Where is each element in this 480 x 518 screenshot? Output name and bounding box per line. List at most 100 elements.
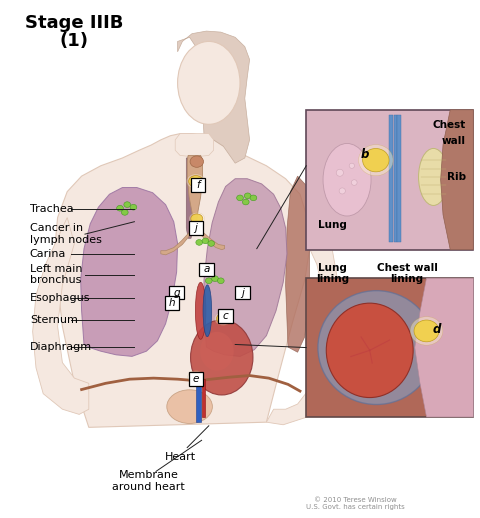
Polygon shape: [81, 188, 178, 356]
Ellipse shape: [191, 214, 203, 223]
Polygon shape: [175, 134, 214, 156]
Ellipse shape: [130, 205, 137, 210]
Polygon shape: [202, 379, 205, 417]
Text: Diaphragm: Diaphragm: [30, 342, 92, 352]
Text: g: g: [173, 287, 180, 298]
Text: e: e: [192, 374, 199, 384]
Polygon shape: [161, 225, 196, 255]
Text: Heart: Heart: [165, 452, 195, 462]
Polygon shape: [415, 278, 473, 417]
Ellipse shape: [244, 193, 251, 199]
Ellipse shape: [419, 149, 448, 206]
Text: Chest wall
lining: Chest wall lining: [377, 263, 437, 284]
Text: Rib: Rib: [447, 172, 466, 182]
Ellipse shape: [349, 163, 354, 168]
Ellipse shape: [190, 156, 204, 167]
Text: h: h: [168, 298, 175, 308]
Ellipse shape: [326, 303, 413, 397]
Ellipse shape: [318, 291, 435, 405]
Ellipse shape: [196, 239, 203, 246]
Ellipse shape: [200, 332, 234, 371]
Polygon shape: [187, 155, 203, 228]
Ellipse shape: [359, 145, 393, 176]
Polygon shape: [55, 134, 310, 427]
Bar: [189, 372, 203, 386]
Text: Lung
lining: Lung lining: [316, 263, 349, 284]
Text: wall: wall: [442, 136, 466, 146]
Ellipse shape: [217, 278, 224, 284]
Ellipse shape: [190, 372, 202, 382]
Ellipse shape: [189, 212, 204, 225]
Bar: [189, 221, 203, 235]
Ellipse shape: [191, 226, 201, 235]
Ellipse shape: [178, 41, 240, 124]
Ellipse shape: [200, 264, 213, 275]
Ellipse shape: [195, 282, 206, 339]
Text: b: b: [360, 148, 369, 161]
Bar: [306, 110, 473, 250]
Bar: [397, 115, 401, 242]
Polygon shape: [266, 243, 341, 425]
Bar: [218, 309, 233, 323]
Polygon shape: [196, 379, 201, 422]
Text: Esophagus: Esophagus: [30, 293, 90, 303]
Bar: [394, 115, 397, 242]
Ellipse shape: [189, 176, 203, 187]
Text: j: j: [194, 223, 197, 233]
Ellipse shape: [208, 240, 215, 247]
Ellipse shape: [212, 276, 218, 282]
Ellipse shape: [216, 313, 230, 324]
Polygon shape: [286, 176, 310, 352]
Polygon shape: [33, 218, 89, 414]
Ellipse shape: [201, 265, 212, 274]
Polygon shape: [178, 31, 250, 163]
Ellipse shape: [339, 188, 346, 194]
Text: Carina: Carina: [30, 249, 66, 259]
Ellipse shape: [237, 195, 243, 201]
Text: (1): (1): [60, 33, 89, 50]
Polygon shape: [196, 225, 225, 250]
Text: c: c: [223, 311, 228, 321]
Text: Lung: Lung: [318, 220, 347, 229]
Ellipse shape: [242, 199, 249, 205]
Bar: [199, 263, 214, 276]
Ellipse shape: [410, 316, 443, 345]
Ellipse shape: [189, 225, 203, 236]
Ellipse shape: [414, 320, 439, 342]
Polygon shape: [204, 179, 287, 356]
Bar: [191, 178, 205, 192]
Text: j: j: [241, 287, 244, 298]
Polygon shape: [186, 158, 193, 238]
Ellipse shape: [188, 371, 204, 383]
Text: Chest: Chest: [433, 120, 466, 130]
Text: Trachea: Trachea: [30, 204, 73, 214]
Ellipse shape: [203, 285, 212, 337]
Ellipse shape: [336, 169, 344, 176]
Ellipse shape: [363, 149, 389, 172]
Ellipse shape: [124, 202, 131, 208]
Bar: [165, 296, 179, 310]
Text: © 2010 Terese Winslow
U.S. Govt. has certain rights: © 2010 Terese Winslow U.S. Govt. has cer…: [306, 497, 405, 510]
Ellipse shape: [215, 312, 232, 325]
Ellipse shape: [191, 320, 253, 395]
Text: Left main
bronchus: Left main bronchus: [30, 264, 82, 285]
Text: d: d: [432, 323, 441, 336]
Ellipse shape: [250, 195, 257, 201]
Ellipse shape: [351, 180, 357, 185]
Ellipse shape: [167, 390, 213, 424]
Ellipse shape: [186, 174, 205, 189]
Text: Membrane
around heart: Membrane around heart: [112, 470, 185, 492]
Bar: [389, 115, 393, 242]
Text: Sternum: Sternum: [30, 315, 78, 325]
Bar: [235, 286, 250, 299]
Ellipse shape: [202, 238, 209, 244]
Ellipse shape: [205, 278, 212, 284]
Ellipse shape: [117, 206, 123, 211]
Text: Stage IIIB: Stage IIIB: [25, 14, 123, 32]
Text: Cancer in
lymph nodes: Cancer in lymph nodes: [30, 223, 102, 245]
Polygon shape: [441, 110, 473, 250]
Bar: [306, 278, 473, 417]
Ellipse shape: [121, 210, 128, 215]
Text: f: f: [196, 180, 200, 190]
Bar: [169, 286, 184, 299]
